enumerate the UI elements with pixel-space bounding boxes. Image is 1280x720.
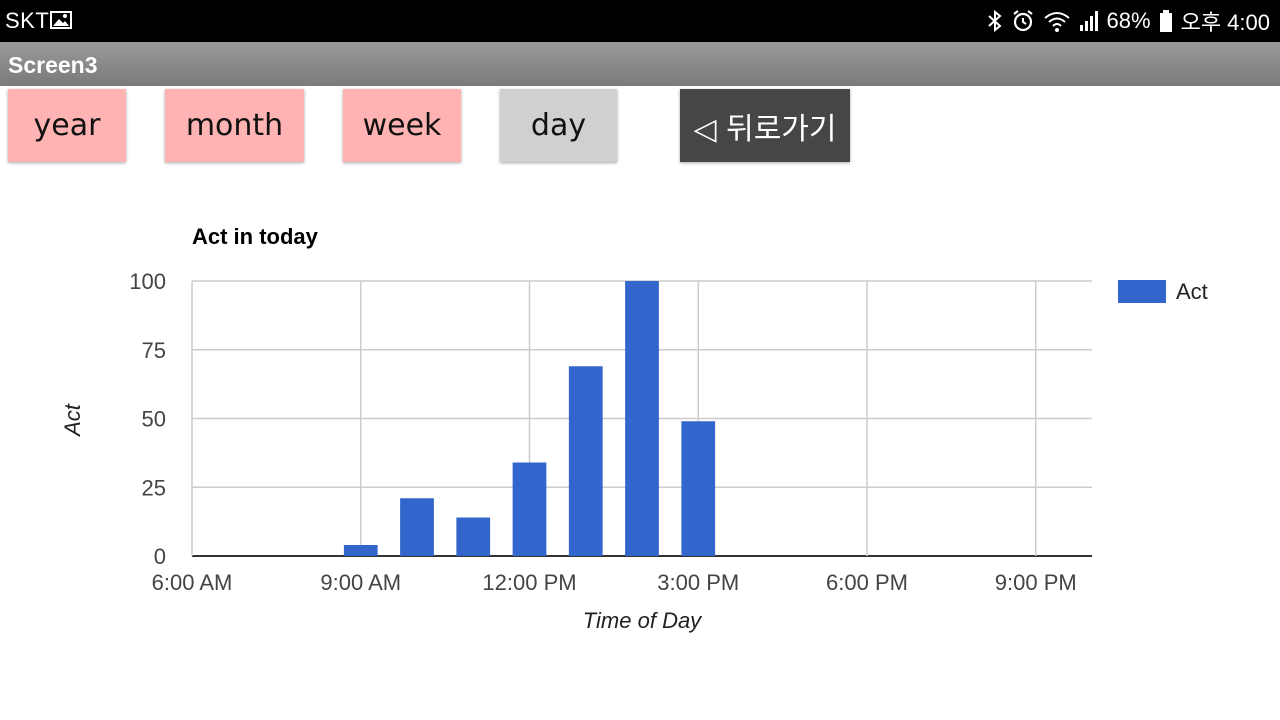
x-tick-label: 12:00 PM (482, 570, 576, 595)
wifi-icon (1043, 12, 1070, 32)
legend-swatch (1118, 280, 1166, 303)
y-tick-label: 25 (142, 475, 166, 500)
chart-bars (343, 281, 716, 556)
week-button[interactable]: week (343, 89, 461, 162)
y-axis-ticks: 0 25 50 75 100 (129, 269, 166, 569)
x-tick-label: 9:00 PM (995, 570, 1077, 595)
status-right: 68% 오후 4:00 (987, 6, 1270, 36)
bar (568, 366, 603, 556)
y-tick-label: 0 (154, 544, 166, 569)
gallery-icon (50, 11, 72, 29)
chart-legend: Act (1118, 279, 1208, 304)
bar (456, 517, 491, 556)
y-tick-label: 50 (142, 407, 166, 432)
day-button[interactable]: day (500, 89, 617, 162)
chart-container: Act in today 6:00 AM 9:00 AM 12:00 PM 3:00 … (0, 200, 1280, 660)
status-bar: SKT 68% 오후 4: (0, 0, 1280, 42)
act-bar-chart: Act in today 6:00 AM 9:00 AM 12:00 PM 3:00 … (60, 224, 1208, 633)
bar (512, 462, 547, 556)
battery-icon (1159, 10, 1172, 32)
x-tick-label: 9:00 AM (320, 570, 401, 595)
x-tick-label: 6:00 AM (152, 570, 233, 595)
bar (625, 281, 659, 556)
signal-icon (1079, 11, 1098, 31)
bar (681, 421, 716, 556)
x-axis-title: Time of Day (583, 608, 703, 633)
y-axis-title: Act (60, 403, 85, 438)
battery-percent: 68% (1106, 8, 1151, 33)
y-tick-label: 75 (142, 338, 166, 363)
bar (343, 545, 378, 556)
title-bar: Screen3 (0, 42, 1280, 86)
y-tick-label: 100 (129, 269, 166, 294)
back-button[interactable]: ◁ 뒤로가기 (680, 89, 850, 162)
chart-title: Act in today (192, 224, 319, 249)
x-axis-ticks: 6:00 AM 9:00 AM 12:00 PM 3:00 PM 6:00 PM 9:00… (152, 570, 1077, 595)
legend-label: Act (1176, 279, 1208, 304)
x-tick-label: 3:00 PM (657, 570, 739, 595)
screen-title: Screen3 (8, 52, 98, 78)
carrier-label: SKT (5, 8, 50, 33)
month-button[interactable]: month (165, 89, 304, 162)
alarm-icon (1012, 10, 1033, 32)
bluetooth-icon (987, 9, 1002, 33)
year-button[interactable]: year (8, 89, 126, 162)
bar (400, 498, 434, 556)
x-tick-label: 6:00 PM (826, 570, 908, 595)
clock: 오후 4:00 (1180, 10, 1270, 35)
